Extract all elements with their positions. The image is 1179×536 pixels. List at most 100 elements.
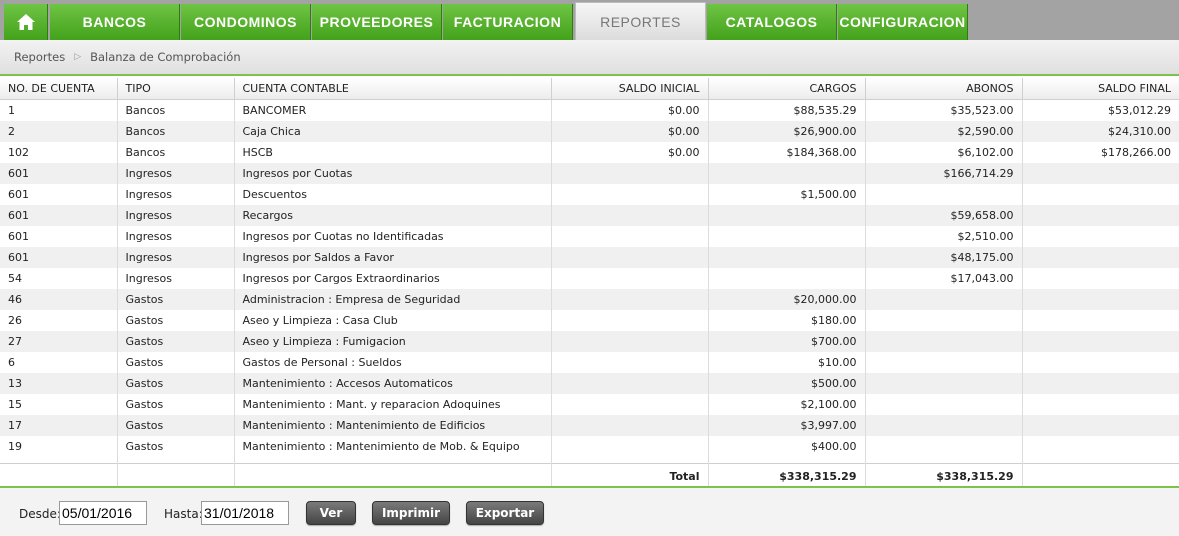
tab-bancos[interactable]: BANCOS	[50, 4, 180, 40]
table-cell	[864, 184, 1022, 205]
table-cell	[864, 436, 1022, 457]
table-cell: $700.00	[707, 331, 865, 352]
total-cell-empty	[0, 463, 117, 488]
total-cargos: $338,315.29	[707, 463, 865, 488]
table-cell: $0.00	[550, 121, 708, 142]
top-navigation: BANCOS CONDOMINOS PROVEEDORES FACTURACIO…	[0, 0, 1179, 40]
table-cell	[864, 415, 1022, 436]
table-cell	[1021, 163, 1179, 184]
tab-reportes[interactable]: REPORTES	[575, 2, 706, 40]
table-cell	[1021, 226, 1179, 247]
table-row[interactable]: 19 Gastos Mantenimiento : Mantenimiento de…	[0, 436, 1179, 457]
table-cell	[707, 163, 865, 184]
table-row[interactable]: 6 Gastos Gastos de Personal : Sueldos $10.0…	[0, 352, 1179, 373]
hasta-date-input[interactable]	[201, 501, 289, 525]
breadcrumb-separator-icon: ▷	[74, 52, 82, 62]
column-header-saldo-inicial[interactable]: SALDO INICIAL	[550, 78, 708, 100]
table-row[interactable]: 46 Gastos Administracion : Empresa de Segu…	[0, 289, 1179, 310]
table-row[interactable]: 601 Ingresos Ingresos por Saldos a Favor $4…	[0, 247, 1179, 268]
table-cell: Bancos	[116, 99, 234, 121]
tab-catalogos[interactable]: CATALOGOS	[707, 4, 837, 40]
column-header-saldo-final[interactable]: SALDO FINAL	[1021, 78, 1179, 100]
table-row[interactable]: 54 Ingresos Ingresos por Cargos Extraordin…	[0, 268, 1179, 289]
balance-table-container: NO. DE CUENTA TIPO CUENTA CONTABLE SALDO…	[0, 78, 1179, 488]
table-cell	[1021, 352, 1179, 373]
table-cell	[550, 394, 708, 415]
exportar-button[interactable]: Exportar	[466, 501, 544, 525]
table-cell: Ingresos	[116, 205, 234, 226]
table-row[interactable]: 13 Gastos Mantenimiento : Accesos Automati…	[0, 373, 1179, 394]
table-cell: $2,590.00	[864, 121, 1022, 142]
table-cell	[1021, 373, 1179, 394]
table-row[interactable]: 17 Gastos Mantenimiento : Mantenimiento de…	[0, 415, 1179, 436]
table-cell: Gastos	[116, 415, 234, 436]
table-cell	[707, 268, 865, 289]
table-cell: Aseo y Limpieza : Casa Club	[233, 310, 551, 331]
table-cell: Bancos	[116, 121, 234, 142]
table-cell: Gastos	[116, 436, 234, 457]
spacer-cell	[0, 457, 117, 464]
table-cell: Gastos	[116, 310, 234, 331]
table-row[interactable]: 27 Gastos Aseo y Limpieza : Fumigacion $700…	[0, 331, 1179, 352]
table-cell: $0.00	[550, 142, 708, 163]
table-cell: $3,997.00	[707, 415, 865, 436]
ver-button[interactable]: Ver	[306, 501, 356, 525]
table-cell	[1021, 205, 1179, 226]
table-body: 1 Bancos BANCOMER $0.00 $88,535.29 $35,523.00…	[0, 99, 1179, 488]
desde-label: Desde:	[19, 507, 61, 521]
table-cell	[550, 373, 708, 394]
table-row[interactable]: 601 Ingresos Ingresos por Cuotas no Identi…	[0, 226, 1179, 247]
table-cell	[550, 289, 708, 310]
table-cell: 1	[8, 104, 15, 117]
table-row[interactable]: 601 Ingresos Descuentos $1,500.00	[0, 184, 1179, 205]
table-cell: Ingresos por Cuotas no Identificadas	[233, 226, 551, 247]
column-header-tipo[interactable]: TIPO	[116, 78, 234, 100]
table-row[interactable]: 1 Bancos BANCOMER $0.00 $88,535.29 $35,523.00…	[0, 99, 1179, 121]
home-button[interactable]	[4, 4, 48, 40]
tab-proveedores[interactable]: PROVEEDORES	[312, 4, 442, 40]
table-cell: Aseo y Limpieza : Fumigacion	[233, 331, 551, 352]
tab-configuracion[interactable]: CONFIGURACION	[838, 4, 968, 40]
table-cell	[707, 226, 865, 247]
table-cell: 46	[0, 289, 117, 310]
table-cell: Gastos	[116, 394, 234, 415]
table-cell: 6	[8, 356, 15, 369]
table-cell	[864, 394, 1022, 415]
column-header-cargos[interactable]: CARGOS	[707, 78, 865, 100]
desde-date-input[interactable]	[59, 501, 147, 525]
table-cell: Caja Chica	[233, 121, 551, 142]
tab-condominos[interactable]: CONDOMINOS	[181, 4, 311, 40]
table-cell: Mantenimiento : Mantenimiento de Edifici…	[233, 415, 551, 436]
total-cell-empty	[1021, 463, 1179, 488]
imprimir-button[interactable]: Imprimir	[372, 501, 450, 525]
table-cell: $400.00	[707, 436, 865, 457]
table-row[interactable]: 601 Ingresos Recargos $59,658.00	[0, 205, 1179, 226]
column-header-cuenta-contable[interactable]: CUENTA CONTABLE	[233, 78, 551, 100]
column-header-abonos[interactable]: ABONOS	[864, 78, 1022, 100]
table-cell	[864, 352, 1022, 373]
table-cell: 601	[0, 163, 117, 184]
table-cell: 601	[0, 205, 117, 226]
tab-facturacion[interactable]: FACTURACION	[443, 4, 573, 40]
table-cell: $10.00	[707, 352, 865, 373]
column-header-no-cuenta[interactable]: NO. DE CUENTA	[0, 78, 117, 100]
table-cell: Mantenimiento : Accesos Automaticos	[233, 373, 551, 394]
table-row[interactable]: 102 Bancos HSCB $0.00 $184,368.00 $6,102.00 $1…	[0, 142, 1179, 163]
table-cell: $1,500.00	[707, 184, 865, 205]
table-cell: Mantenimiento : Mantenimiento de Mob. & …	[233, 436, 551, 457]
breadcrumb-reportes[interactable]: Reportes	[14, 50, 66, 64]
table-cell: Ingresos por Cuotas	[233, 163, 551, 184]
table-cell: Bancos	[116, 142, 234, 163]
table-cell	[864, 289, 1022, 310]
table-row[interactable]: 2 Bancos Caja Chica $0.00 $26,900.00 $2,590.0…	[0, 121, 1179, 142]
table-row[interactable]: 15 Gastos Mantenimiento : Mant. y reparaci…	[0, 394, 1179, 415]
table-cell: Ingresos	[116, 163, 234, 184]
total-cell-empty	[233, 463, 551, 488]
hasta-label: Hasta:	[164, 507, 203, 521]
table-row[interactable]: 26 Gastos Aseo y Limpieza : Casa Club $180.…	[0, 310, 1179, 331]
table-cell: $53,012.29	[1021, 99, 1179, 121]
table-cell	[550, 184, 708, 205]
table-row[interactable]: 601 Ingresos Ingresos por Cuotas $166,714.2…	[0, 163, 1179, 184]
table-cell: Ingresos	[116, 226, 234, 247]
spacer-cell	[707, 457, 865, 464]
